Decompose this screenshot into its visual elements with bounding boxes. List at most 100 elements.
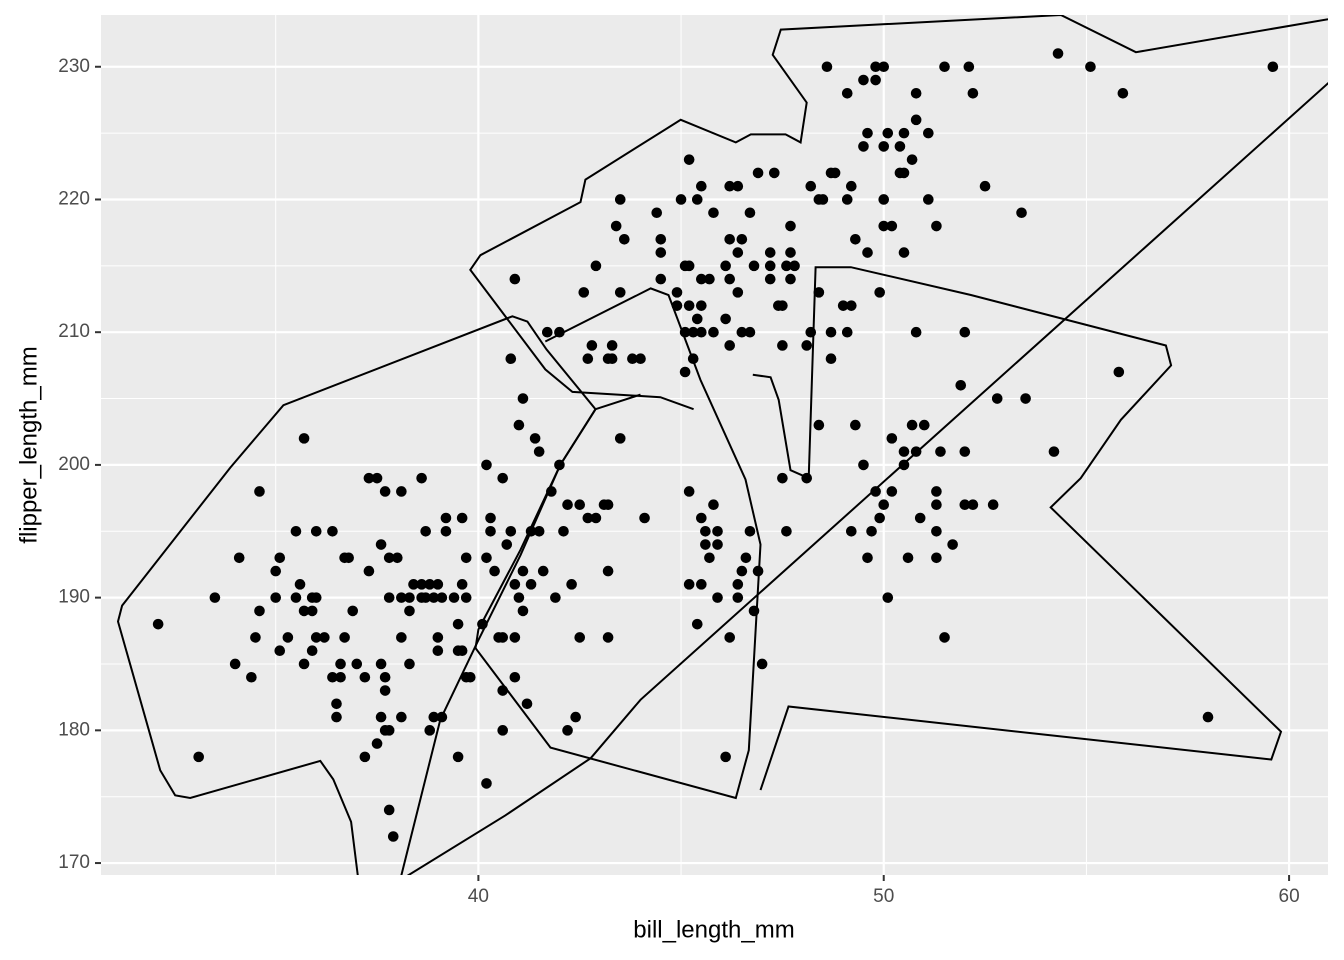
point — [736, 326, 748, 338]
point — [456, 645, 468, 657]
point — [931, 552, 942, 564]
point — [696, 300, 707, 311]
point — [371, 738, 383, 749]
point — [910, 446, 922, 457]
point — [517, 565, 529, 577]
point — [691, 194, 703, 205]
point — [683, 154, 695, 165]
point — [529, 433, 541, 444]
point — [481, 552, 492, 564]
point — [878, 220, 890, 232]
point — [777, 472, 788, 484]
point — [886, 433, 898, 444]
point — [602, 499, 614, 511]
point — [614, 194, 626, 205]
point — [432, 645, 444, 657]
point — [582, 353, 594, 365]
hull-outline — [116, 315, 597, 875]
point — [967, 499, 979, 511]
point — [829, 167, 841, 179]
point — [708, 207, 719, 219]
point — [456, 579, 468, 590]
point — [404, 592, 415, 603]
point — [1048, 446, 1060, 457]
point — [359, 671, 371, 683]
point — [254, 605, 265, 617]
point — [691, 313, 703, 325]
point — [874, 512, 885, 524]
point — [416, 579, 427, 590]
point — [310, 525, 322, 537]
point — [505, 525, 517, 537]
point — [736, 233, 748, 245]
point — [696, 326, 707, 338]
y-tick-label: 180 — [58, 719, 90, 740]
point — [700, 525, 711, 537]
point — [712, 525, 723, 537]
point — [371, 472, 383, 484]
point — [732, 247, 744, 258]
point — [274, 552, 286, 564]
point — [878, 194, 890, 205]
point — [801, 340, 813, 351]
point — [923, 127, 934, 139]
point — [967, 88, 979, 99]
point — [509, 632, 521, 643]
point — [327, 671, 338, 683]
point — [805, 326, 817, 338]
point — [781, 260, 792, 272]
point — [931, 486, 942, 497]
point — [683, 300, 695, 311]
point — [619, 233, 630, 245]
point — [420, 525, 431, 537]
point — [375, 711, 387, 723]
y-tick-label: 220 — [58, 188, 90, 209]
point — [841, 326, 853, 338]
point — [732, 579, 744, 590]
point — [691, 618, 703, 630]
point — [574, 632, 586, 643]
point — [655, 233, 667, 245]
point — [801, 472, 813, 484]
point — [481, 778, 492, 789]
point — [432, 579, 444, 590]
point — [1113, 366, 1125, 378]
point — [732, 592, 744, 603]
point — [708, 499, 719, 511]
point — [700, 539, 711, 550]
point — [748, 260, 760, 272]
point — [270, 592, 282, 603]
point — [821, 61, 833, 73]
point — [704, 273, 715, 285]
point — [298, 605, 310, 617]
point — [533, 525, 545, 537]
point — [505, 353, 517, 365]
point — [991, 393, 1003, 404]
point — [696, 180, 707, 192]
point — [696, 273, 707, 285]
point — [639, 512, 650, 524]
point — [306, 605, 318, 617]
point — [554, 326, 565, 338]
point — [910, 326, 922, 338]
point — [404, 658, 415, 670]
point — [501, 539, 513, 550]
point — [452, 751, 464, 763]
point — [298, 658, 310, 670]
point — [846, 300, 857, 311]
point — [712, 592, 723, 603]
point — [898, 459, 910, 471]
x-tick-label: 50 — [873, 886, 894, 907]
point — [870, 74, 881, 86]
point — [509, 671, 521, 683]
point — [785, 220, 796, 232]
point — [777, 340, 788, 351]
point — [339, 632, 350, 643]
point — [744, 326, 756, 338]
point — [335, 658, 346, 670]
point — [752, 565, 764, 577]
point — [290, 525, 302, 537]
point — [732, 287, 744, 298]
axes: 40 50 60 170 180 190 200 210 220 230 — [58, 56, 1299, 907]
point — [862, 127, 873, 139]
